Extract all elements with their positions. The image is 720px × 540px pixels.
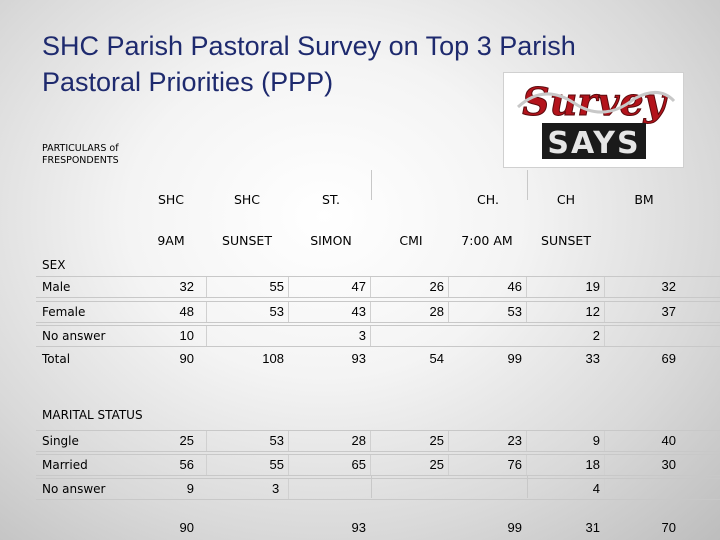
column-header-6-bottom: SUNSET — [541, 233, 591, 248]
table-cell — [206, 518, 288, 538]
table-cell: 32 — [179, 279, 194, 294]
table-cell: 65 — [288, 455, 370, 475]
table-cell: 53 — [206, 431, 288, 451]
table-cell: 31 — [585, 520, 600, 535]
table-cell: 9 — [186, 481, 194, 496]
table-cell: 37 — [604, 302, 680, 322]
table-cell: 99 — [507, 520, 522, 535]
table-cell: 2 — [592, 328, 600, 343]
column-header-1-bottom: 9AM — [157, 233, 185, 248]
column-header-4-bottom: CMI — [399, 233, 423, 248]
table-row: No answer 9 3 4 — [36, 478, 720, 500]
table-cell — [604, 479, 680, 499]
column-header-2-top: SHC — [233, 192, 261, 207]
table-row: Total 90 108 93 54 99 33 69 — [36, 349, 720, 371]
row-label: No answer — [42, 482, 106, 496]
row-label: Married — [42, 458, 88, 472]
table-cell: 19 — [526, 277, 604, 297]
table-cell: 3 — [272, 481, 280, 496]
table-cell: 10 — [179, 328, 194, 343]
row-label: No answer — [42, 329, 106, 343]
svg-text:SAYS: SAYS — [547, 126, 640, 161]
table-cell — [370, 479, 448, 499]
table-cell: 25 — [370, 431, 448, 451]
column-header-5-top: CH. — [477, 192, 499, 207]
table-cell: 9 — [526, 431, 604, 451]
table-cell: 55 — [206, 277, 288, 297]
table-cell: 99 — [507, 351, 522, 366]
table-cell: 46 — [448, 277, 526, 297]
particulars-label: PARTICULARS of FRESPONDENTS — [42, 143, 119, 166]
svg-text:Survey: Survey — [522, 79, 668, 124]
column-header-1-top: SHC — [157, 192, 185, 207]
table-row: Female 48 53 43 28 53 12 37 — [36, 301, 720, 323]
row-label: Female — [42, 305, 86, 319]
table-cell: 56 — [179, 457, 194, 472]
table-cell: 48 — [179, 304, 194, 319]
table-cell: 53 — [206, 302, 288, 322]
row-label: Total — [42, 352, 71, 366]
table-cell: 108 — [262, 351, 284, 366]
column-header-5-bottom: 7:00 AM — [461, 233, 513, 248]
table-row: Male 32 55 47 26 46 19 32 — [36, 276, 720, 298]
survey-says-logo-art: Survey SAYS — [516, 79, 676, 161]
table-row: 90 93 99 31 70 — [36, 518, 720, 540]
table-cell: 70 — [661, 520, 676, 535]
table-cell: 25 — [179, 433, 194, 448]
table-cell — [448, 326, 526, 346]
table-cell: 54 — [429, 351, 444, 366]
survey-says-logo: Survey SAYS — [503, 72, 684, 168]
table-row: No answer 10 3 2 — [36, 325, 720, 347]
table-cell — [370, 326, 448, 346]
table-cell: 33 — [585, 351, 600, 366]
column-header-3-top: ST. — [321, 192, 341, 207]
column-header-7-top: BM — [634, 192, 654, 207]
column-header-3-bottom: SIMON — [310, 233, 352, 248]
table-cell: 26 — [370, 277, 448, 297]
table-cell: 53 — [448, 302, 526, 322]
section-label-sex: SEX — [42, 258, 66, 272]
column-header-2-bottom: SUNSET — [222, 233, 272, 248]
table-cell: 69 — [661, 351, 676, 366]
table-cell: 28 — [288, 431, 370, 451]
table-cell: 3 — [358, 328, 366, 343]
table-cell: 47 — [288, 277, 370, 297]
table-cell — [448, 479, 526, 499]
table-row: Single 25 53 28 25 23 9 40 — [36, 430, 720, 452]
table-cell: 93 — [351, 520, 366, 535]
table-cell: 32 — [604, 277, 680, 297]
table-cell: 25 — [370, 455, 448, 475]
table-cell: 40 — [604, 431, 680, 451]
table-cell — [370, 518, 448, 538]
table-cell: 93 — [351, 351, 366, 366]
table-row: Married 56 55 65 25 76 18 30 — [36, 454, 720, 476]
row-label: Single — [42, 434, 79, 448]
table-cell — [604, 326, 680, 346]
table-cell: 12 — [526, 302, 604, 322]
table-cell: 30 — [604, 455, 680, 475]
table-cell — [206, 326, 288, 346]
table-cell: 28 — [370, 302, 448, 322]
table-cell: 18 — [526, 455, 604, 475]
table-cell: 43 — [288, 302, 370, 322]
column-header-6-top: CH — [556, 192, 576, 207]
row-label: Male — [42, 280, 71, 294]
table-cell: 76 — [448, 455, 526, 475]
page-title: SHC Parish Pastoral Survey on Top 3 Pari… — [42, 31, 576, 97]
table-cell: 90 — [179, 351, 194, 366]
table-cell: 23 — [448, 431, 526, 451]
section-label-marital-status: MARITAL STATUS — [42, 408, 143, 422]
table-cell — [288, 479, 370, 499]
table-cell: 55 — [206, 455, 288, 475]
table-cell: 4 — [592, 481, 600, 496]
table-cell: 90 — [179, 520, 194, 535]
